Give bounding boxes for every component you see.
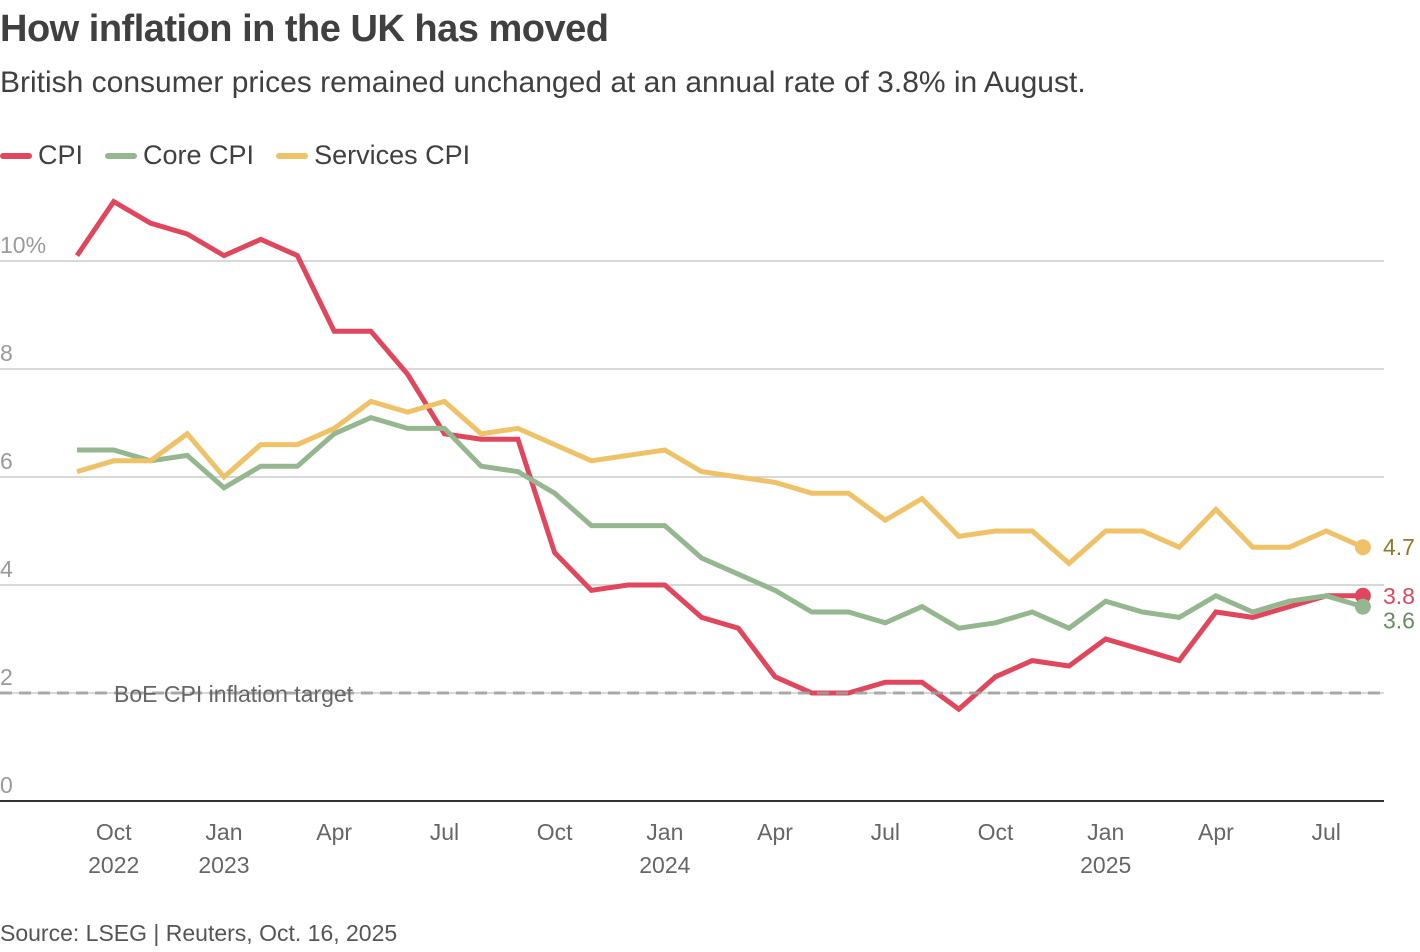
end-label-core-cpi: 3.6 [1383, 608, 1415, 634]
chart-subtitle: British consumer prices remained unchang… [0, 66, 1086, 99]
x-tick-label: Jan [646, 819, 683, 845]
end-label-services-cpi: 4.7 [1383, 534, 1415, 560]
end-points: 3.83.6 4.7 [1354, 534, 1415, 634]
x-tick-label: Jul [1311, 819, 1340, 845]
x-tick-label: Oct [537, 819, 573, 845]
end-point-core-cpi [1354, 598, 1371, 615]
legend: CPI Core CPI Services CPI [0, 140, 492, 171]
x-tick-label: Apr [757, 819, 793, 845]
y-tick-label: 8 [0, 340, 13, 366]
y-tick-label: 6 [0, 448, 13, 474]
legend-item-cpi: CPI [0, 140, 83, 171]
x-tick-year-label: 2023 [198, 852, 249, 878]
x-axis: Oct 2022 Jan 2023 Apr Jul Oct Jan 2024 Apr Jul Oct J… [0, 800, 1384, 878]
y-tick-label: 2 [0, 664, 13, 690]
target-annotation: BoE CPI inflation target [0, 681, 1384, 707]
target-label: BoE CPI inflation target [114, 681, 354, 707]
legend-item-core-cpi: Core CPI [105, 140, 254, 171]
legend-label-cpi: CPI [38, 140, 84, 170]
y-axis-ticks: 0 2 4 6 8 10% [0, 232, 46, 798]
x-tick-label: Jan [1087, 819, 1124, 845]
series-line-services-cpi [76, 398, 1364, 567]
x-tick-year-label: 2025 [1080, 852, 1131, 878]
x-tick-label: Apr [316, 819, 352, 845]
gridlines [0, 260, 1384, 694]
legend-swatch-cpi [0, 152, 32, 159]
series-line-core-cpi [77, 414, 1364, 632]
x-tick-label: Jul [430, 819, 459, 845]
legend-item-services-cpi: Services CPI [276, 140, 470, 171]
x-tick-label: Jan [205, 819, 242, 845]
end-label-cpi: 3.8 [1383, 583, 1415, 609]
series-lines [74, 198, 1364, 713]
legend-label-core-cpi: Core CPI [143, 140, 255, 170]
x-tick-label: Oct [96, 819, 132, 845]
y-tick-label: 10% [0, 232, 46, 258]
x-tick-label: Oct [978, 819, 1014, 845]
x-tick-label: Jul [871, 819, 900, 845]
legend-swatch-core-cpi [105, 152, 138, 159]
x-tick-year-label: 2022 [88, 852, 139, 878]
x-tick-year-label: 2024 [639, 852, 690, 878]
y-tick-label: 4 [0, 556, 13, 582]
legend-swatch-services-cpi [276, 152, 309, 159]
x-tick-label: Apr [1198, 819, 1234, 845]
series-line-cpi [74, 198, 1363, 713]
y-tick-label: 0 [0, 772, 13, 798]
legend-label-services-cpi: Services CPI [314, 140, 471, 170]
end-point-services-cpi [1354, 539, 1371, 556]
chart-title: How inflation in the UK has moved [0, 8, 609, 50]
source-note: Source: LSEG | Reuters, Oct. 16, 2025 [0, 920, 398, 946]
